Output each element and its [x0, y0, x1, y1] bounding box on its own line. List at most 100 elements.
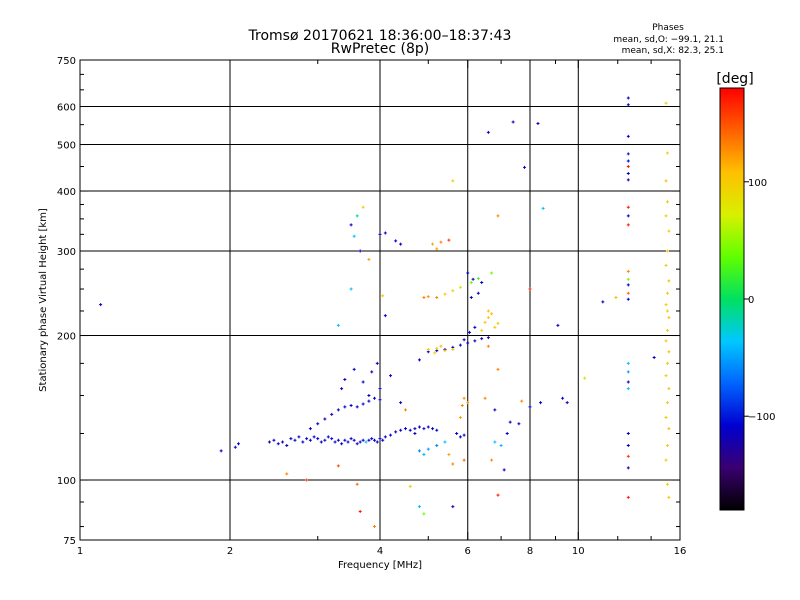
data-point — [480, 280, 484, 284]
data-point — [383, 231, 387, 235]
data-point — [399, 428, 403, 432]
data-point — [667, 427, 671, 431]
data-point — [293, 438, 297, 442]
data-point — [435, 346, 439, 350]
data-point — [561, 396, 565, 400]
data-point — [473, 339, 477, 343]
grid-lines — [80, 60, 680, 540]
data-point — [373, 438, 377, 442]
data-point — [664, 101, 668, 105]
data-point — [541, 206, 545, 210]
data-point — [272, 438, 276, 442]
data-point — [422, 453, 426, 457]
data-point — [361, 438, 365, 442]
data-point — [378, 398, 382, 402]
data-point — [469, 280, 473, 284]
data-point — [375, 440, 379, 444]
data-point — [358, 249, 362, 253]
data-point — [483, 320, 487, 324]
x-axis-ticks: 1 2 4 6 8 10 16 — [77, 60, 686, 557]
data-point — [496, 321, 500, 325]
data-point — [486, 316, 490, 320]
data-point — [462, 396, 466, 400]
data-point — [626, 172, 630, 176]
data-point — [614, 296, 618, 300]
data-point — [471, 277, 475, 281]
data-point — [443, 349, 447, 353]
data-point — [426, 447, 430, 451]
data-point — [439, 344, 443, 348]
data-point — [664, 415, 668, 419]
data-point — [403, 408, 407, 412]
data-point — [665, 291, 669, 295]
phase-info-o-mode: mean, sd,O: −99.1, 21.1 — [613, 35, 724, 45]
data-point — [493, 408, 497, 412]
data-point — [664, 458, 668, 462]
chart-title: Tromsø 20170621 18:36:00–18:37:43 — [248, 28, 512, 44]
data-point — [469, 296, 473, 300]
data-point — [358, 440, 362, 444]
data-point — [626, 96, 630, 100]
x-tick-label: 4 — [377, 546, 383, 557]
x-tick-label: 2 — [227, 546, 233, 557]
data-point — [476, 276, 480, 280]
data-point — [447, 453, 451, 457]
data-point — [349, 403, 353, 407]
y-axis-ticks: 75 100 200 300 400 500 600 750 — [57, 56, 680, 547]
data-point — [413, 432, 417, 436]
data-point — [466, 341, 470, 345]
data-point — [447, 238, 451, 242]
data-point — [626, 297, 630, 301]
data-point — [435, 296, 439, 300]
x-tick-label: 1 — [77, 546, 83, 557]
data-point — [665, 249, 669, 253]
data-point — [626, 277, 630, 281]
data-point — [476, 291, 480, 295]
data-point — [370, 370, 374, 374]
data-point — [367, 258, 371, 262]
data-point — [486, 344, 490, 348]
data-point — [460, 403, 464, 407]
data-point — [626, 370, 630, 374]
data-point — [508, 420, 512, 424]
data-point — [308, 438, 312, 442]
data-point — [665, 444, 669, 448]
data-point — [422, 296, 426, 300]
data-point — [383, 435, 387, 439]
data-point — [511, 120, 515, 124]
data-point — [417, 358, 421, 362]
data-point — [490, 458, 494, 462]
y-tick-label: 750 — [57, 56, 76, 67]
data-point — [626, 454, 630, 458]
data-point — [435, 247, 439, 251]
data-point — [408, 428, 412, 432]
data-point — [435, 444, 439, 448]
data-point — [435, 428, 439, 432]
data-point — [426, 295, 430, 299]
x-tick-label: 8 — [527, 546, 533, 557]
data-point — [664, 263, 668, 267]
data-point — [626, 361, 630, 365]
data-point — [378, 387, 382, 391]
data-point — [667, 316, 671, 320]
data-point — [626, 205, 630, 209]
data-point — [367, 394, 371, 398]
data-point — [276, 442, 280, 446]
data-point — [316, 437, 320, 441]
data-point — [219, 449, 223, 453]
data-point — [352, 367, 356, 371]
data-point — [664, 214, 668, 218]
data-point — [285, 472, 289, 476]
data-point — [399, 242, 403, 246]
data-point — [483, 396, 487, 400]
data-point — [355, 405, 359, 409]
data-point — [285, 444, 289, 448]
data-point — [626, 134, 630, 138]
data-point — [394, 239, 398, 243]
data-point — [267, 440, 271, 444]
data-point — [480, 328, 484, 332]
data-point — [468, 330, 472, 334]
data-point — [626, 283, 630, 287]
data-point — [665, 361, 669, 365]
data-point — [340, 442, 344, 446]
